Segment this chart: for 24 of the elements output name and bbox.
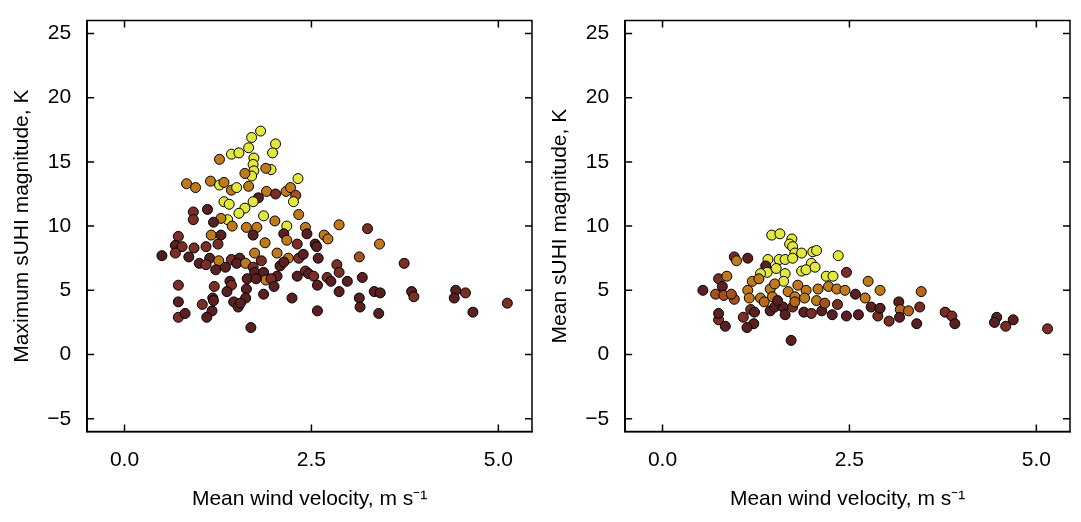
y-tick-label: 0	[59, 341, 72, 365]
x-tick-label: 2.5	[834, 447, 865, 470]
y-axis-title: Mean sUHI magnitude, K	[547, 108, 571, 344]
y-tick-label: 15	[47, 148, 72, 172]
x-tick-label: 2.5	[296, 447, 327, 470]
y-tick-label: −5	[585, 405, 610, 429]
x-axis-title: Mean wind velocity, m s⁻¹	[191, 486, 428, 510]
x-tick-label: 0.0	[109, 447, 140, 470]
y-tick-label: 5	[59, 277, 72, 301]
y-tick-label: 0	[597, 341, 610, 365]
y-tick-label: 5	[597, 277, 610, 301]
x-tick-label: 5.0	[1021, 447, 1051, 470]
x-axis-title: Mean wind velocity, m s⁻¹	[729, 486, 966, 510]
y-tick-label: −5	[47, 405, 72, 429]
y-tick-label: 15	[585, 148, 610, 172]
x-tick-label: 0.0	[647, 447, 678, 470]
y-tick-label: 10	[585, 212, 610, 236]
y-tick-label: 10	[47, 212, 72, 236]
y-tick-label: 25	[585, 20, 610, 44]
y-tick-label: 25	[47, 20, 72, 44]
y-tick-label: 20	[47, 84, 72, 108]
x-tick-label: 5.0	[483, 447, 513, 470]
y-tick-label: 20	[585, 84, 610, 108]
y-axis-title: Maximum sUHI magnitude, K	[9, 89, 33, 363]
